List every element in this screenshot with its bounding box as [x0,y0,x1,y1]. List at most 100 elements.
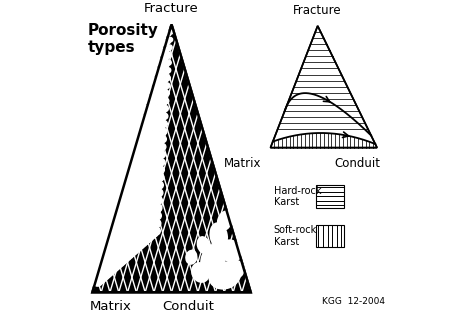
Circle shape [137,175,145,183]
Circle shape [137,196,146,204]
Circle shape [112,217,121,226]
Circle shape [151,185,159,193]
Circle shape [161,100,167,106]
Circle shape [153,219,161,227]
Circle shape [161,71,166,77]
Circle shape [163,98,169,104]
Circle shape [144,198,152,206]
Circle shape [149,216,157,223]
Circle shape [141,151,149,158]
Circle shape [121,209,130,218]
Circle shape [119,211,128,220]
Circle shape [158,73,164,79]
Text: Porosity
types: Porosity types [88,23,159,55]
Circle shape [134,234,143,243]
Circle shape [101,268,112,278]
Circle shape [121,188,129,197]
Circle shape [97,272,107,282]
Circle shape [107,249,117,259]
Circle shape [154,126,161,133]
Circle shape [141,179,149,187]
Circle shape [126,177,135,185]
Circle shape [138,139,146,147]
Circle shape [136,211,145,220]
Circle shape [139,153,146,160]
Circle shape [137,155,145,162]
Circle shape [134,242,143,251]
Circle shape [144,141,152,149]
Circle shape [115,207,124,216]
Circle shape [117,205,127,215]
Circle shape [115,257,125,266]
Circle shape [154,134,160,141]
Circle shape [92,276,103,286]
Circle shape [122,251,132,261]
Circle shape [122,173,131,182]
Circle shape [143,185,151,193]
Circle shape [152,157,159,164]
Circle shape [152,149,159,156]
Circle shape [156,153,163,160]
Ellipse shape [217,210,233,231]
Circle shape [164,83,170,88]
Circle shape [148,117,155,124]
Circle shape [141,130,148,137]
Circle shape [130,181,138,189]
Circle shape [141,200,150,208]
Circle shape [146,111,154,118]
Circle shape [136,191,144,199]
Circle shape [144,170,152,178]
Circle shape [116,221,125,230]
Circle shape [161,121,167,127]
Circle shape [133,228,141,237]
Circle shape [147,103,154,110]
Circle shape [150,200,158,208]
Circle shape [119,204,128,213]
Circle shape [136,162,144,170]
Circle shape [99,270,109,280]
Circle shape [134,192,142,201]
Polygon shape [271,26,377,148]
Circle shape [138,217,146,226]
Circle shape [156,181,164,189]
Circle shape [153,84,159,91]
Circle shape [156,104,162,110]
Circle shape [166,32,171,36]
Circle shape [148,96,155,102]
Circle shape [158,81,164,87]
Circle shape [139,124,146,131]
Circle shape [146,147,153,154]
Circle shape [111,224,121,234]
Circle shape [155,176,162,183]
Circle shape [132,215,140,224]
Circle shape [111,253,121,263]
Circle shape [157,88,163,94]
Circle shape [128,183,136,191]
Circle shape [160,87,165,92]
Circle shape [140,116,147,124]
Circle shape [140,223,148,231]
Circle shape [134,135,141,143]
Circle shape [145,134,152,141]
Circle shape [160,128,167,135]
Circle shape [124,200,133,209]
Circle shape [135,198,144,206]
Circle shape [143,107,150,114]
Circle shape [110,240,120,249]
Circle shape [109,219,119,228]
Circle shape [169,30,173,34]
Ellipse shape [229,260,245,278]
Circle shape [157,145,164,152]
Circle shape [156,125,163,131]
Circle shape [161,92,167,98]
Circle shape [128,211,137,220]
Circle shape [147,231,156,239]
Circle shape [139,231,147,239]
Circle shape [114,251,123,261]
Circle shape [143,206,151,214]
Circle shape [155,69,160,75]
Circle shape [143,156,150,164]
Circle shape [158,109,164,116]
Circle shape [123,215,132,224]
Ellipse shape [191,262,210,283]
